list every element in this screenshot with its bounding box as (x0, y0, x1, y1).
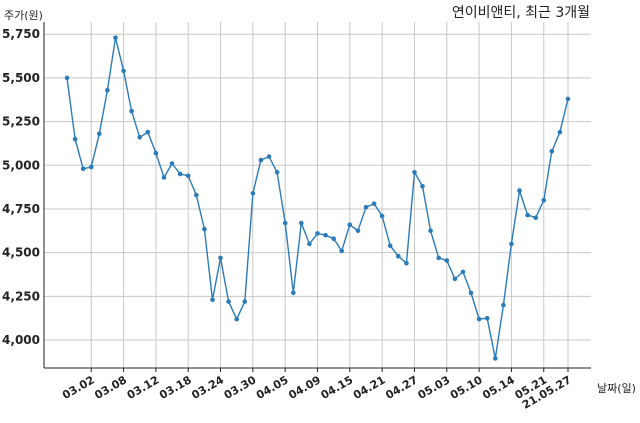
data-point (371, 201, 377, 206)
data-point (218, 255, 223, 261)
y-tick-label: 4,750 (2, 202, 40, 216)
data-point (258, 157, 264, 163)
y-tick-label: 4,250 (2, 289, 40, 303)
data-point (266, 154, 272, 159)
data-point (565, 96, 571, 102)
chart-title: 연이비앤티, 최근 3개월 (452, 5, 590, 21)
data-point (97, 131, 102, 137)
data-point (210, 297, 215, 303)
data-point (105, 87, 110, 93)
data-point (161, 175, 167, 180)
x-tick-label: 03.02 (60, 373, 97, 402)
data-point (315, 231, 320, 236)
x-tick-label: 03.30 (222, 373, 259, 402)
data-point (169, 161, 175, 166)
data-point (460, 269, 466, 275)
x-tick-label: 03.24 (189, 373, 226, 402)
data-point (129, 108, 134, 114)
data-point (468, 290, 474, 296)
y-tick-label: 5,250 (2, 115, 40, 129)
data-point (202, 226, 207, 232)
x-tick-label: 05.14 (480, 373, 517, 402)
data-point (153, 150, 159, 156)
data-point (525, 212, 530, 218)
data-point (363, 204, 369, 210)
data-point (557, 129, 563, 135)
data-point (282, 220, 288, 226)
y-tick-label: 5,000 (2, 158, 40, 172)
data-point (379, 213, 385, 219)
data-point (517, 188, 522, 193)
axes (43, 22, 591, 372)
data-point (428, 228, 433, 234)
y-tick-labels: 4,000 4,250 4,500 4,750 5,000 5,250 5,500 5,750 (2, 27, 40, 347)
data-point (185, 173, 191, 179)
data-point (250, 191, 256, 196)
y-axis-label: 주가(원) (4, 9, 43, 22)
data-point (307, 241, 312, 247)
data-point (452, 276, 458, 282)
data-point (484, 315, 490, 321)
data-point (88, 164, 94, 170)
x-axis-label: 날짜(일) (597, 381, 636, 395)
x-tick-label: 04.21 (351, 373, 388, 402)
x-tick-label: 03.08 (92, 373, 129, 402)
data-point (242, 299, 248, 304)
x-tick-label: 04.27 (383, 373, 420, 402)
data-point (444, 258, 450, 263)
data-point (476, 316, 482, 322)
y-tick-label: 4,500 (2, 246, 40, 260)
x-tick-label: 03.12 (125, 373, 162, 402)
x-tick-label: 04.15 (319, 373, 356, 402)
data-point (226, 299, 231, 304)
data-point (137, 135, 142, 140)
data-point (493, 356, 498, 361)
data-point (274, 170, 280, 175)
data-point (177, 171, 183, 177)
data-point (113, 35, 118, 40)
x-tick-labels: 03.0203.0803.1203.1803.2403.3004.0504.09… (60, 373, 573, 412)
data-point (72, 136, 78, 142)
data-point (387, 243, 393, 248)
y-tick-label: 5,750 (2, 27, 40, 41)
data-point (80, 166, 86, 172)
data-point (436, 255, 442, 261)
x-tick-label: 05.03 (416, 373, 453, 402)
data-point (339, 248, 345, 254)
data-point (64, 75, 70, 81)
data-point (291, 290, 296, 296)
data-point (121, 68, 126, 74)
data-point (396, 253, 401, 259)
data-point (501, 302, 506, 308)
x-tick-label: 05.10 (448, 373, 485, 402)
data-point (549, 149, 555, 154)
x-tick-label: 04.05 (254, 373, 291, 402)
data-point (194, 192, 199, 198)
data-point (234, 316, 239, 322)
price-series (64, 35, 571, 361)
data-point (420, 184, 425, 189)
data-point (541, 197, 547, 203)
data-point (509, 241, 514, 247)
x-tick-label: 04.09 (286, 373, 323, 402)
data-point (299, 220, 304, 226)
data-point (533, 215, 538, 220)
data-point (355, 228, 361, 234)
data-point (412, 170, 417, 175)
grid-lines (44, 22, 591, 368)
data-point (145, 129, 151, 135)
data-point (347, 222, 353, 227)
data-point (323, 232, 328, 238)
data-point (404, 260, 409, 266)
y-tick-label: 4,000 (2, 333, 40, 347)
y-tick-label: 5,500 (2, 71, 40, 85)
data-point (331, 236, 337, 241)
x-tick-label: 03.18 (157, 373, 194, 402)
